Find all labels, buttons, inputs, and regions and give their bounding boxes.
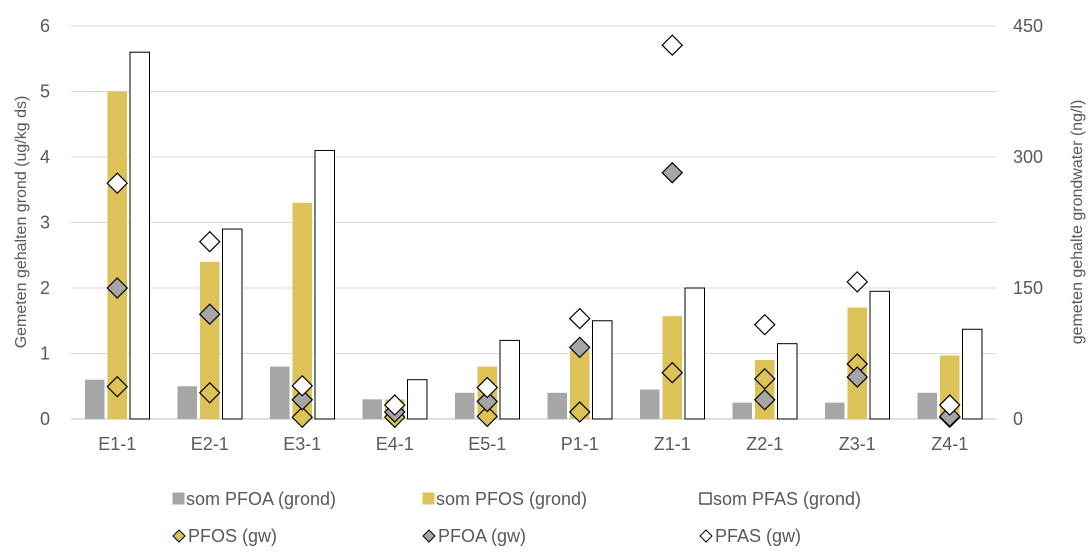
bar <box>314 149 335 420</box>
x-tick-label: E5-1 <box>468 434 506 454</box>
legend-swatch <box>172 529 186 543</box>
marker-point <box>753 388 776 411</box>
bar <box>129 51 150 420</box>
legend-swatch <box>422 492 435 505</box>
bar <box>962 328 983 420</box>
right-axis-title: gemeten gehalte grondwater (ng/l) <box>1069 100 1086 345</box>
right-tick-label: 300 <box>1013 147 1043 167</box>
bar <box>270 366 290 419</box>
left-tick-label: 4 <box>40 147 50 167</box>
marker-point <box>476 390 499 413</box>
bar <box>177 386 197 419</box>
bar <box>362 399 382 419</box>
marker-point <box>198 381 221 404</box>
left-tick-label: 1 <box>40 344 50 364</box>
right-tick-label: 150 <box>1013 278 1043 298</box>
bar <box>825 402 845 419</box>
right-tick-label: 0 <box>1013 409 1023 429</box>
x-tick-label: E3-1 <box>283 434 321 454</box>
left-tick-label: 0 <box>40 409 50 429</box>
left-tick-label: 3 <box>40 213 50 233</box>
left-tick-label: 5 <box>40 82 50 102</box>
marker-point <box>106 277 129 299</box>
x-tick-label: Z4-1 <box>931 434 968 454</box>
marker-point <box>661 34 684 57</box>
marker-point <box>198 230 221 253</box>
left-axis-ticks: 0 1 2 3 4 5 6 <box>40 16 50 429</box>
bar <box>732 402 752 419</box>
left-tick-label: 6 <box>40 16 50 36</box>
bar <box>499 339 520 420</box>
x-tick-label: Z3-1 <box>839 434 876 454</box>
marker-point <box>661 161 684 184</box>
marker-point <box>198 303 221 326</box>
bar <box>222 228 243 420</box>
legend-swatch <box>699 529 713 543</box>
bar <box>200 261 220 419</box>
marker-point <box>846 271 869 293</box>
left-axis-title: Gemeten gehalten grond (ug/kg ds) <box>13 96 30 349</box>
legend-label: PFAS (gw) <box>715 526 801 546</box>
marker-point <box>753 313 776 336</box>
x-tick-label: E2-1 <box>191 434 229 454</box>
bar <box>107 91 127 419</box>
marker-point <box>476 376 499 399</box>
marker-point <box>661 361 684 384</box>
bar <box>547 392 567 419</box>
marker-point <box>938 394 961 416</box>
marker-point <box>846 366 869 388</box>
marker-point <box>291 374 314 397</box>
x-tick-label: E4-1 <box>376 434 414 454</box>
bar <box>869 290 890 420</box>
marker-point <box>106 375 129 398</box>
bar <box>407 379 428 420</box>
marker-point <box>383 394 406 416</box>
marker-point <box>291 388 314 411</box>
legend-label: som PFAS (grond) <box>713 489 861 509</box>
marker-point <box>938 405 961 428</box>
bar <box>640 389 660 419</box>
bar <box>777 343 798 420</box>
markers <box>106 34 961 429</box>
right-tick-label: 450 <box>1013 16 1043 36</box>
x-tick-label: P1-1 <box>561 434 599 454</box>
bar <box>85 379 105 419</box>
marker-point <box>291 406 314 429</box>
bar <box>455 392 475 419</box>
marker-point <box>476 405 499 428</box>
legend-label: PFOA (gw) <box>438 526 526 546</box>
legend-label: som PFOA (grond) <box>186 489 336 509</box>
bar <box>592 320 613 420</box>
x-tick-label: Z2-1 <box>746 434 783 454</box>
bars <box>85 51 983 420</box>
marker-point <box>753 367 776 390</box>
marker-point <box>568 307 591 330</box>
x-tick-label: Z1-1 <box>654 434 691 454</box>
bar <box>917 392 937 419</box>
x-axis-ticks: E1-1 E2-1 E3-1 E4-1 E5-1 P1-1 Z1-1 Z2-1 Z3-1 Z4-1 <box>98 434 968 454</box>
legend-swatch <box>172 492 185 505</box>
bar <box>570 350 590 419</box>
legend-swatch <box>699 492 712 505</box>
marker-point <box>568 401 591 423</box>
marker-point <box>106 172 129 195</box>
bar <box>292 202 312 419</box>
legend-label: PFOS (gw) <box>188 526 277 546</box>
legend-label: som PFOS (grond) <box>436 489 587 509</box>
marker-point <box>568 336 591 359</box>
bar <box>684 287 705 420</box>
x-tick-label: E1-1 <box>98 434 136 454</box>
left-tick-label: 2 <box>40 278 50 298</box>
legend: som PFOA (grond) som PFOS (grond) som PFAS… <box>172 489 861 546</box>
legend-swatch <box>422 529 436 543</box>
right-axis-ticks: 0 150 300 450 <box>1013 16 1043 429</box>
